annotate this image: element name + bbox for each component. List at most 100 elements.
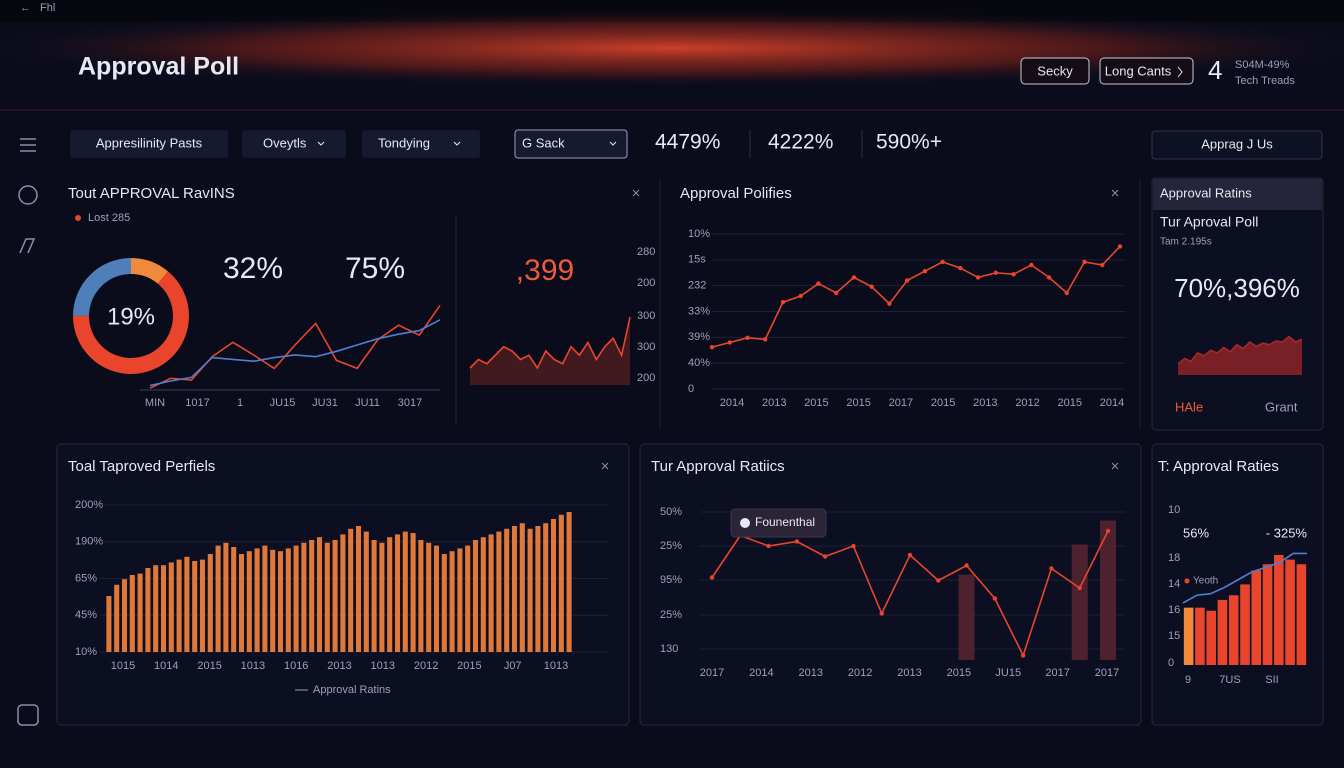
point	[1117, 244, 1123, 249]
y-tick-label: 200	[637, 277, 655, 289]
chevron	[1177, 66, 1183, 78]
x-tick-label: 2012	[1015, 397, 1039, 409]
button-label: Secky	[1037, 63, 1073, 78]
bar	[121, 579, 128, 652]
y-tick-label: 15	[1168, 630, 1180, 642]
tab[interactable]	[70, 130, 228, 158]
y-tick-label: 190%	[75, 536, 103, 548]
x-tick-label: 1015	[111, 660, 135, 672]
chart-icon[interactable]	[19, 238, 36, 254]
x-tick-label: 2015	[1058, 397, 1082, 409]
bar	[145, 568, 151, 652]
bar	[488, 534, 494, 652]
line	[149, 304, 441, 389]
bar	[958, 574, 975, 660]
legend-dot	[75, 215, 81, 221]
chevron	[609, 141, 617, 146]
bar	[426, 542, 432, 652]
x-tick-label: 1013	[544, 660, 568, 672]
bar	[285, 548, 291, 652]
bar	[309, 540, 315, 652]
dropdown[interactable]	[514, 129, 628, 159]
bar	[363, 531, 369, 652]
refresh-icon[interactable]	[18, 185, 38, 205]
back-icon[interactable]: ←	[20, 2, 31, 14]
bar	[550, 519, 557, 652]
bar	[355, 526, 362, 652]
y-tick-label: 10%	[688, 228, 710, 240]
bar	[184, 556, 190, 652]
point	[922, 269, 928, 274]
tooltip-label: Founenthal	[755, 515, 815, 529]
chevron	[317, 141, 325, 146]
bar	[340, 534, 346, 652]
bar	[480, 537, 486, 652]
x-tick-label: 2017	[1045, 667, 1069, 679]
bar	[511, 526, 518, 652]
x-tick-label: 2013	[973, 397, 997, 409]
menu-icon[interactable]	[20, 138, 36, 152]
point	[727, 340, 732, 345]
point	[1100, 262, 1105, 268]
bar	[114, 584, 120, 652]
bar	[519, 523, 525, 652]
button-label: Long Cants	[1105, 63, 1172, 78]
panel-title: T: Approval Raties	[1158, 458, 1279, 475]
bar	[535, 526, 541, 652]
bar	[207, 554, 213, 652]
point	[992, 596, 998, 601]
close-icon[interactable]	[1111, 189, 1119, 197]
button[interactable]	[1099, 57, 1194, 85]
point	[794, 539, 800, 544]
stat-value: 590%+	[876, 131, 942, 154]
bar	[457, 548, 463, 652]
close-icon[interactable]	[632, 189, 640, 197]
bar	[231, 547, 237, 652]
close-icons	[601, 189, 1119, 470]
panel-title: Approval Polifies	[680, 185, 792, 202]
bar	[1206, 610, 1216, 665]
bar	[379, 542, 385, 652]
y-tick-label: 95%	[660, 574, 682, 586]
point	[887, 301, 892, 306]
bar	[254, 548, 260, 652]
point	[1049, 566, 1054, 571]
dropdown-label: G Sack	[522, 135, 565, 150]
button[interactable]	[1151, 130, 1323, 160]
bar	[418, 540, 424, 652]
point	[1020, 653, 1026, 658]
bar	[277, 551, 284, 652]
x-tick-label: 2017	[1095, 667, 1119, 679]
x-tick-label: 2015	[846, 397, 870, 409]
bar	[543, 523, 549, 652]
point	[798, 293, 803, 299]
bar	[449, 551, 455, 652]
point	[851, 275, 857, 280]
footer-label: HAle	[1175, 399, 1203, 414]
y-tick-label: 14	[1168, 578, 1180, 590]
x-tick-label: 2012	[848, 667, 872, 679]
tab[interactable]	[362, 130, 480, 158]
button[interactable]	[1020, 57, 1090, 85]
x-tick-label: 2015	[947, 667, 971, 679]
point	[936, 578, 941, 583]
close-icon[interactable]	[1111, 462, 1119, 470]
tab-label: Oveytls	[263, 135, 307, 150]
bar	[558, 514, 564, 652]
page-title: Approval Poll	[78, 53, 239, 81]
x-tick-label: MIN	[145, 397, 165, 409]
point	[904, 278, 910, 283]
area	[1178, 336, 1302, 375]
settings-icon[interactable]	[17, 704, 39, 726]
tab[interactable]	[242, 130, 346, 158]
close-icon[interactable]	[601, 462, 609, 470]
x-tick-label: SII	[1265, 674, 1278, 686]
bar	[1195, 607, 1205, 665]
point	[1011, 272, 1016, 277]
x-tick-label: 2017	[700, 667, 724, 679]
panel	[639, 443, 1142, 726]
donut-segment	[73, 258, 189, 374]
x-tick-label: 2015	[804, 397, 828, 409]
bar	[238, 554, 245, 652]
